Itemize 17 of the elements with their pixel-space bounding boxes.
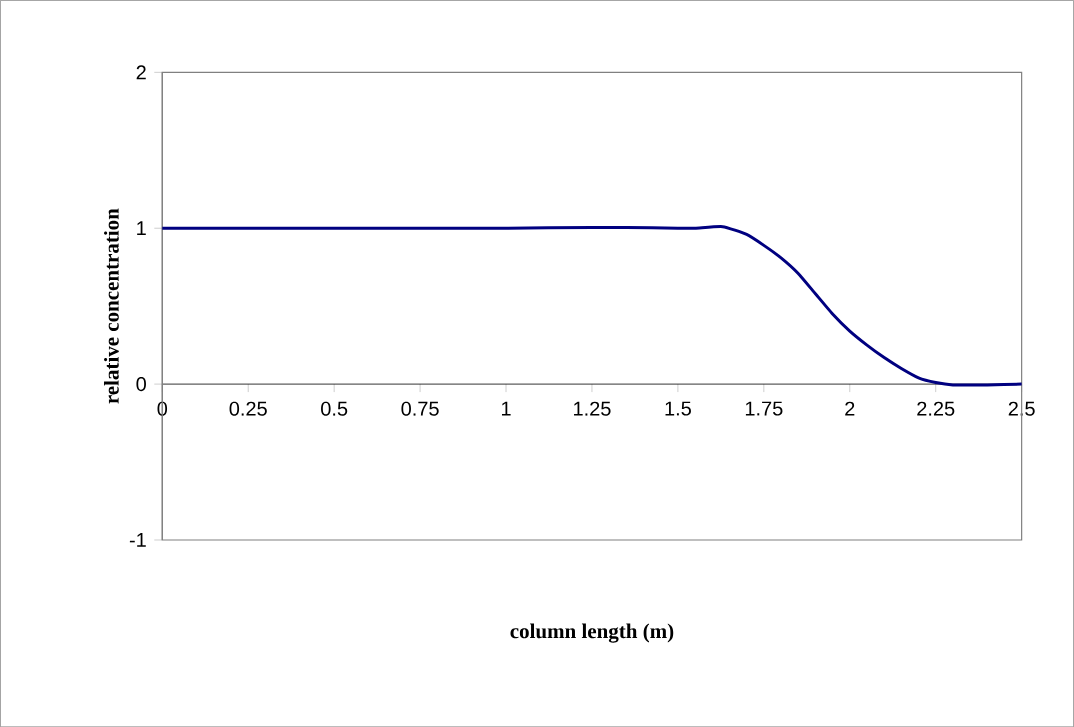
y-tick-label: -1 (129, 532, 146, 547)
y-tick-label: 0 (136, 376, 146, 392)
y-tick-label: 1 (137, 221, 146, 235)
x-tick-label: 0.75 (401, 401, 439, 416)
x-tick-label: 0.5 (321, 401, 348, 416)
x-tick-label: 0 (157, 401, 168, 416)
x-tick-label: 1.25 (574, 401, 611, 416)
x-tick-label: 2.25 (917, 401, 955, 416)
x-tick-label: 1.75 (745, 401, 783, 416)
y-tick-label: 2 (136, 65, 146, 80)
x-tick-label: 2.5 (1008, 401, 1035, 416)
x-tick-label: 0.25 (229, 401, 267, 416)
y-axis-title: relative concentration (104, 208, 119, 404)
x-tick-label: 2 (845, 401, 855, 416)
x-tick-label: 1.5 (665, 401, 691, 416)
x-tick-label: 1 (501, 401, 511, 416)
x-axis-title: column length (m) (510, 623, 674, 643)
